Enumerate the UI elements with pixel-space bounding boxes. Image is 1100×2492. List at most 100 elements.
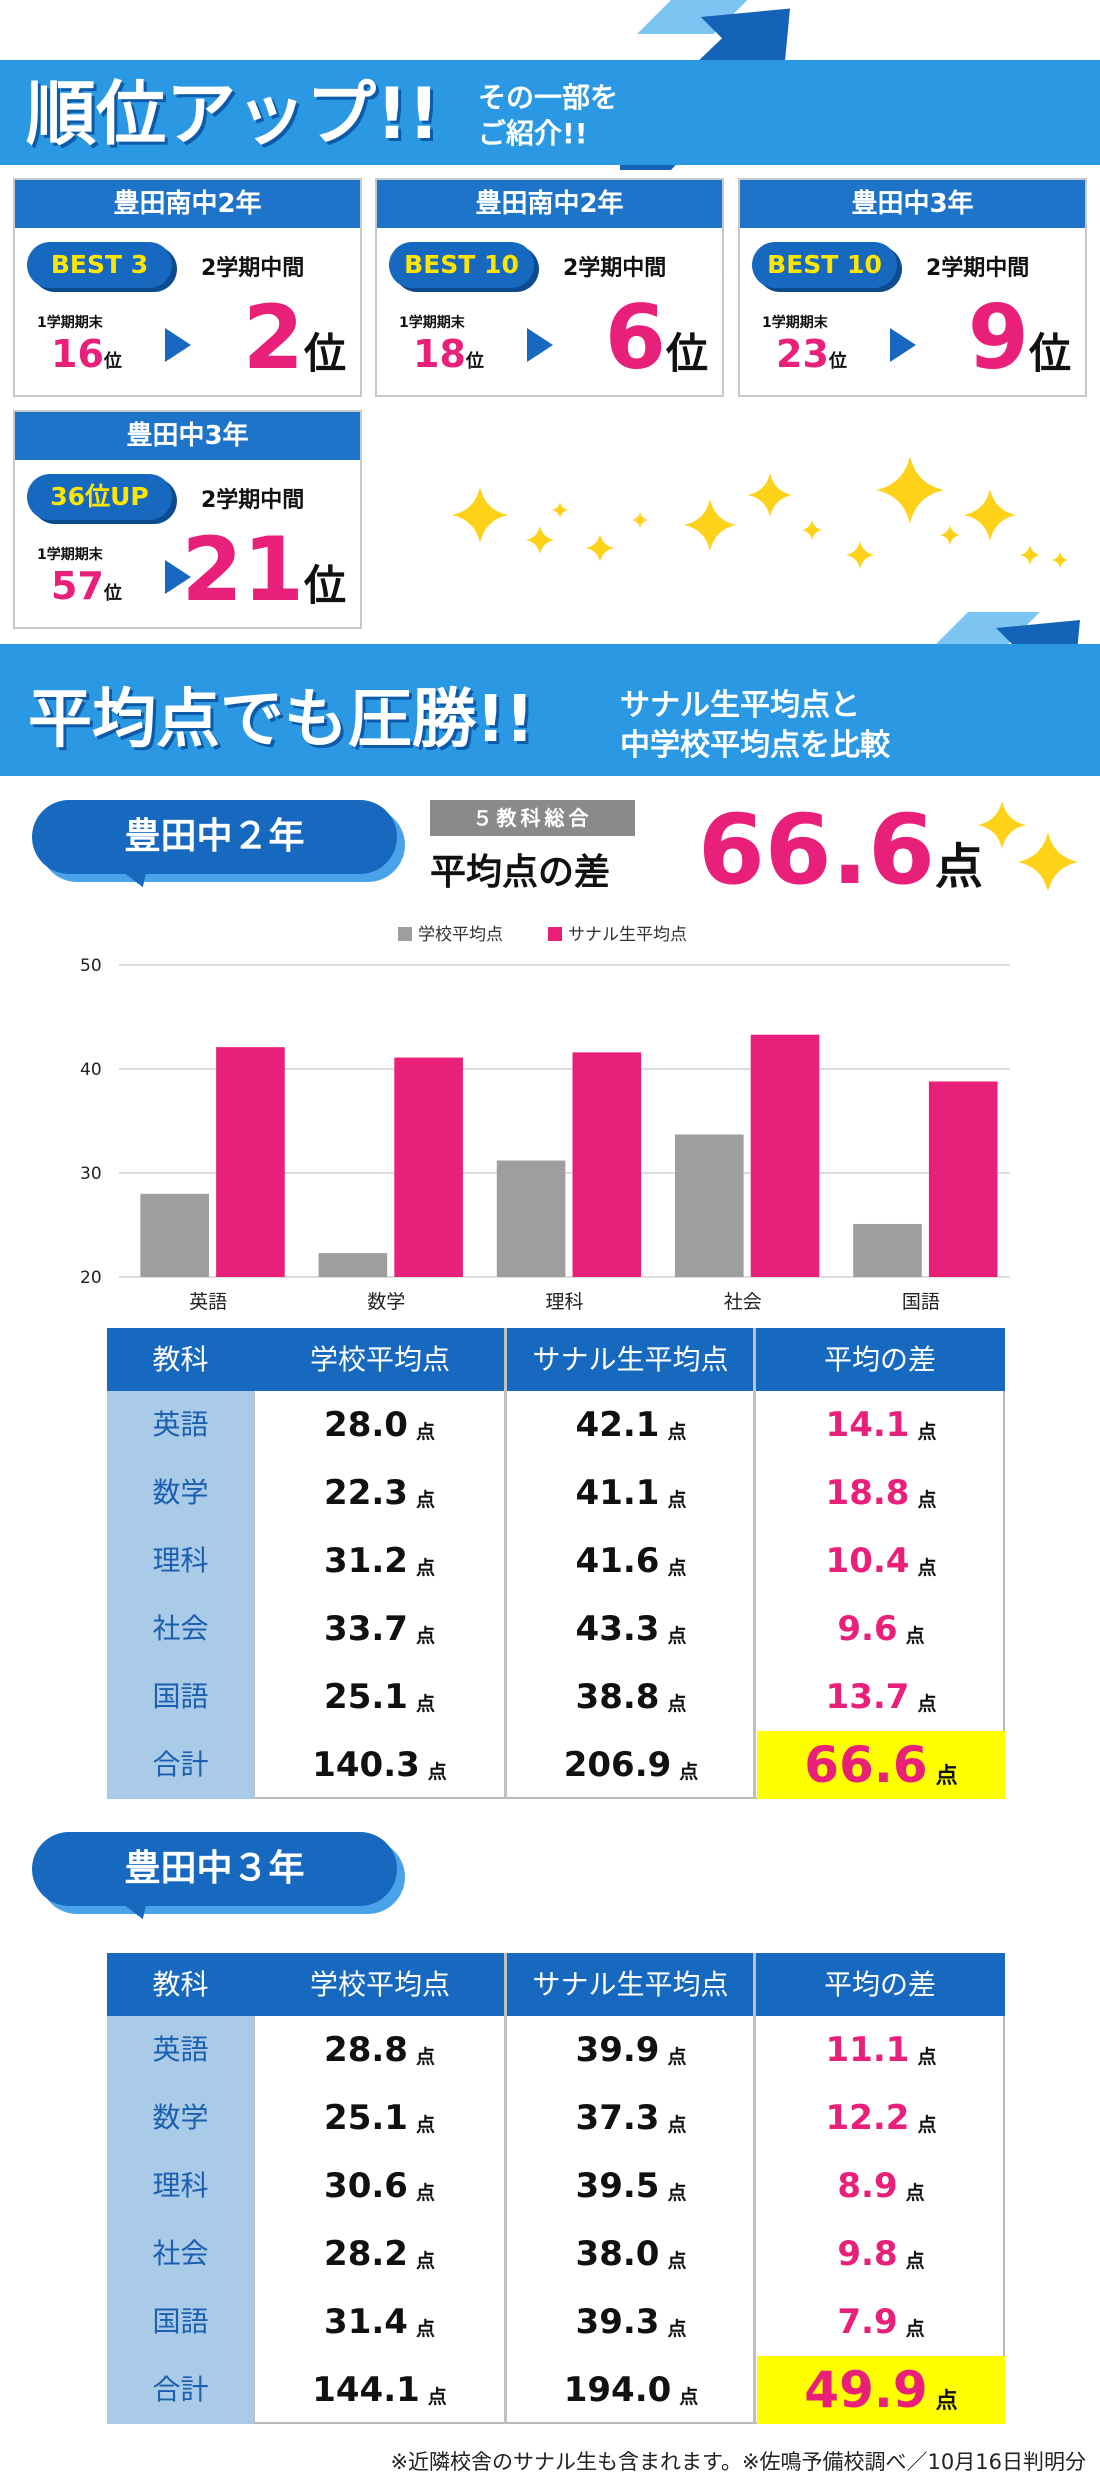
value-cell: 14.1 点 (757, 1391, 1005, 1459)
value-cell: 12.2 点 (757, 2084, 1005, 2152)
value-cell: 140.3 点 (255, 1731, 504, 1799)
subject-cell: 数学 (152, 1476, 209, 1509)
sparkle (748, 473, 792, 517)
legend-label: 学校平均点 (418, 925, 503, 945)
column-divider (504, 1953, 507, 2424)
value-cell: 43.3 点 (508, 1595, 754, 1663)
cell-value: 8.9 (837, 2166, 898, 2206)
table-header-cell: 平均の差 (823, 1343, 936, 1376)
subject-cell: 国語 (152, 1680, 209, 1713)
x-tick-label: 理科 (545, 1291, 583, 1313)
sparkle (964, 489, 1016, 541)
banner-subtitle: その一部を (478, 81, 619, 114)
before-rank-value: 23 (776, 332, 829, 376)
badge: BEST 10 (389, 242, 534, 288)
section-label: 豊田中３年 (32, 1832, 397, 1906)
bar (674, 1134, 744, 1277)
subject-cell: 合計 (152, 1748, 209, 1781)
cell-value: 25.1 (324, 1677, 408, 1717)
cell-unit: 点 (415, 1624, 435, 1647)
subject-cell: 国語 (152, 2305, 209, 2338)
cell-value: 39.5 (575, 2166, 660, 2206)
sparkle (452, 487, 508, 543)
table-frame (107, 1328, 1005, 1799)
subject-cell: 数学 (152, 2101, 209, 2134)
cell-value: 41.1 (575, 1473, 660, 1513)
cell-unit: 点 (917, 1692, 937, 1715)
value-cell: 39.3 点 (508, 2288, 754, 2356)
x-tick-label: 数学 (367, 1291, 405, 1313)
sparkle (586, 534, 614, 562)
before-rank: 16位 (51, 332, 122, 376)
cell-unit: 点 (415, 2317, 435, 2340)
table-header-cell: 教科 (152, 1968, 209, 2001)
triangle (890, 328, 916, 362)
rank-unit: 位 (465, 351, 484, 372)
subject-cell: 英語 (152, 2033, 209, 2066)
after-rank-value: 2 (242, 286, 304, 389)
value-cell: 10.4 点 (757, 1527, 1005, 1595)
cell-value: 12.2 (825, 2098, 910, 2138)
cell-unit: 点 (905, 2249, 925, 2272)
value-cell: 38.8 点 (508, 1663, 754, 1731)
subject-cell: 理科 (152, 1544, 209, 1577)
cell-value: 9.6 (837, 1609, 898, 1649)
cell-value: 39.9 (575, 2030, 660, 2070)
cell-unit: 点 (935, 2389, 958, 2414)
rank-card: 豊田南中2年 BEST 3 2学期中間 1学期期末 16位 2位 (13, 178, 362, 397)
cell-value: 41.6 (575, 1541, 660, 1581)
cell-unit: 点 (667, 2181, 687, 2204)
cell-value: 25.1 (324, 2098, 408, 2138)
before-rank-value: 18 (413, 332, 466, 376)
x-tick-label: 国語 (902, 1291, 940, 1313)
cell-value: 206.9 (563, 1745, 672, 1785)
card-header: 豊田中3年 (15, 412, 360, 460)
sparkle (1018, 832, 1078, 892)
table-header-cell: サナル生平均点 (532, 1343, 729, 1376)
value-cell: 42.1 点 (508, 1391, 754, 1459)
rank-unit: 位 (665, 329, 708, 378)
cell-value: 33.7 (324, 1609, 408, 1649)
cell-value: 14.1 (825, 1405, 910, 1445)
before-term: 1学期期末 (399, 315, 465, 331)
cell-unit: 点 (667, 2317, 687, 2340)
value-cell: 41.1 点 (508, 1459, 754, 1527)
column-divider (253, 2016, 255, 2424)
cell-value: 194.0 (563, 2370, 672, 2410)
cell-value: 28.2 (324, 2234, 408, 2274)
before-rank: 23位 (776, 332, 847, 376)
badge: BEST 10 (752, 242, 897, 288)
section-label: 豊田中２年 (32, 800, 397, 874)
table-header-bg (107, 1953, 1005, 2016)
x-tick-label: 社会 (724, 1291, 762, 1313)
cell-value: 10.4 (825, 1541, 910, 1581)
column-divider (504, 1328, 507, 1799)
subject-cell: 理科 (152, 2169, 209, 2202)
cell-unit: 点 (905, 2181, 925, 2204)
cell-value: 144.1 (312, 2370, 420, 2410)
cell-value: 38.8 (575, 1677, 660, 1717)
sparkle (684, 499, 736, 551)
bar (496, 1160, 566, 1277)
value-cell: 41.6 点 (508, 1527, 754, 1595)
y-tick-label: 40 (80, 1060, 102, 1080)
value-cell: 28.2 点 (255, 2220, 504, 2288)
value-cell: 28.8 点 (255, 2016, 504, 2084)
cell-value: 13.7 (825, 1677, 910, 1717)
value-cell: 11.1 点 (757, 2016, 1005, 2084)
banner-title: 順位アップ!! (26, 73, 440, 155)
value-cell: 7.9 点 (757, 2288, 1005, 2356)
before-rank-value: 16 (51, 332, 104, 376)
before-rank-value: 57 (51, 564, 104, 608)
sparkle (940, 525, 960, 545)
footnote: ※近隣校舎のサナル生も含まれます。※佐鳴予備校調べ／10月16日判明分 (390, 2450, 1086, 2474)
value-cell: 22.3 点 (255, 1459, 504, 1527)
card-header: 豊田南中2年 (377, 180, 722, 228)
badge: BEST 3 (27, 242, 172, 288)
banner-subtitle: ご紹介!! (478, 117, 588, 150)
cell-unit: 点 (415, 2249, 435, 2272)
after-rank-value: 21 (181, 518, 304, 621)
total-diff-unit: 点 (934, 839, 983, 895)
value-cell: 37.3 点 (508, 2084, 754, 2152)
cell-unit: 点 (415, 1488, 435, 1511)
